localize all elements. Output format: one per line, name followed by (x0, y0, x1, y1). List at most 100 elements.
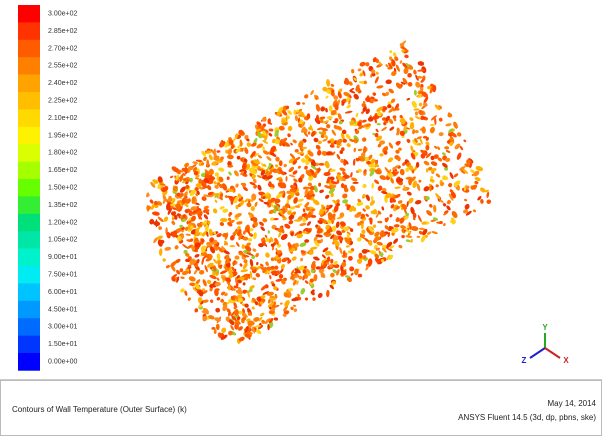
particle (268, 318, 274, 324)
particle (422, 135, 428, 139)
particle (161, 187, 168, 193)
particle (394, 193, 401, 199)
particle (416, 235, 421, 238)
particle (233, 170, 239, 177)
particle (367, 116, 374, 122)
particle (281, 257, 288, 263)
particle (322, 138, 328, 142)
particle (423, 186, 430, 192)
particle (215, 288, 220, 292)
particle (430, 167, 437, 172)
particle (240, 170, 245, 176)
particle (262, 139, 269, 144)
particle (294, 219, 302, 222)
particle (399, 60, 403, 64)
particle (182, 178, 191, 182)
particle (169, 175, 174, 179)
color-band (18, 300, 40, 319)
particle (362, 146, 367, 154)
particle (404, 54, 409, 59)
particle (413, 69, 417, 75)
particle (256, 128, 261, 132)
particle (320, 106, 325, 112)
particle (283, 292, 290, 298)
particle (420, 78, 425, 83)
particle (391, 59, 396, 67)
particle (306, 113, 311, 119)
particle (363, 169, 367, 174)
particle (281, 137, 288, 144)
particle (371, 72, 376, 77)
particle (387, 232, 391, 238)
particle (150, 181, 156, 188)
particle (227, 161, 232, 167)
particle (228, 330, 233, 336)
particle (296, 152, 305, 155)
particle (194, 253, 200, 258)
particle (247, 328, 252, 332)
particle (234, 196, 239, 203)
particle (364, 237, 370, 243)
particle (262, 196, 266, 199)
particle (434, 104, 441, 111)
particle (359, 61, 366, 67)
particle (417, 61, 425, 66)
particle (424, 117, 429, 121)
particle (365, 62, 370, 67)
particle (358, 80, 365, 84)
particle (203, 156, 207, 162)
particle (281, 109, 288, 116)
particle (357, 237, 362, 242)
particle (268, 181, 272, 186)
particle (319, 208, 324, 215)
particle (322, 120, 330, 124)
particle (403, 50, 409, 54)
particle (367, 154, 373, 161)
particle (306, 221, 312, 226)
particle (275, 156, 280, 162)
particle (190, 215, 196, 222)
particle (448, 193, 454, 201)
particle (270, 265, 275, 270)
particle (264, 284, 269, 289)
particle (298, 275, 303, 280)
color-band (18, 22, 40, 41)
particle (443, 223, 446, 227)
particle (435, 193, 441, 200)
particle (294, 242, 299, 248)
particle (357, 258, 363, 264)
particle (382, 247, 387, 253)
particle (194, 237, 199, 242)
particle (180, 276, 185, 279)
particle (399, 130, 405, 137)
particle (249, 258, 254, 267)
particle (227, 188, 235, 193)
particle (376, 123, 381, 126)
particle (325, 194, 330, 199)
particle (231, 288, 236, 291)
particle (240, 200, 245, 206)
particle (204, 174, 211, 179)
color-band (18, 318, 40, 336)
particle (464, 198, 468, 202)
particle (337, 113, 342, 120)
axis-triad: Y Z X (522, 323, 570, 365)
particle (240, 269, 248, 273)
particle (382, 117, 387, 121)
particle (224, 195, 228, 199)
color-band (18, 213, 40, 232)
particle (279, 302, 283, 305)
particle (367, 258, 373, 266)
particle (346, 276, 352, 283)
colorbar-label: 6.00e+01 (48, 289, 77, 296)
particle (269, 297, 276, 301)
particle (219, 206, 225, 210)
particle (312, 297, 316, 301)
particle (264, 234, 268, 238)
particle (357, 125, 365, 130)
color-band (18, 109, 40, 128)
particle (284, 300, 290, 307)
particle (319, 119, 324, 123)
particle (330, 180, 338, 185)
particle (270, 217, 275, 221)
